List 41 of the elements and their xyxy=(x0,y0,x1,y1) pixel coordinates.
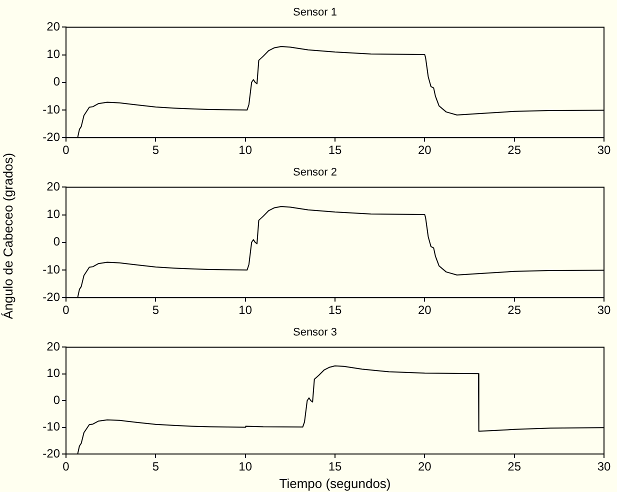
x-tick-label: 5 xyxy=(152,303,160,318)
x-tick-label: 10 xyxy=(238,303,252,318)
x-tick-label: 15 xyxy=(328,460,342,474)
x-tick-label: 15 xyxy=(328,143,342,158)
y-tick-label: 10 xyxy=(46,47,60,62)
x-tick-label: 15 xyxy=(328,303,342,318)
y-tick-label: 20 xyxy=(46,180,60,194)
x-tick-label: 25 xyxy=(508,303,522,318)
y-tick-label: -20 xyxy=(42,130,60,144)
y-tick-label: -10 xyxy=(42,102,60,116)
x-tick-label: 25 xyxy=(508,143,522,158)
x-tick-label: 30 xyxy=(597,460,611,474)
x-tick-label: 0 xyxy=(62,460,70,474)
chart-title: Sensor 3 xyxy=(292,326,338,339)
x-axis-title: Tiempo (segundos) xyxy=(279,476,391,491)
x-tick-label: 10 xyxy=(238,143,252,158)
y-tick-label: 10 xyxy=(46,207,60,222)
y-tick-label: -20 xyxy=(42,446,60,460)
x-tick-label: 20 xyxy=(418,303,432,318)
x-tick-label: 30 xyxy=(597,143,611,158)
y-tick-label: 0 xyxy=(53,74,60,89)
x-tick-label: 20 xyxy=(418,460,432,474)
y-tick-label: 0 xyxy=(53,234,60,249)
y-tick-label: -10 xyxy=(42,262,60,276)
y-tick-label: -20 xyxy=(42,290,60,304)
y-tick-label: -10 xyxy=(42,420,60,434)
chart-title: Sensor 2 xyxy=(292,166,338,179)
chart-title: Sensor 1 xyxy=(292,6,338,19)
x-tick-label: 20 xyxy=(418,143,432,158)
y-tick-label: 0 xyxy=(53,392,60,407)
y-tick-label: 20 xyxy=(46,340,60,354)
y-tick-label: 20 xyxy=(46,20,60,34)
y-axis-title: Ángulo de Cabeceo (grados) xyxy=(0,152,16,320)
x-tick-label: 0 xyxy=(62,143,70,158)
x-tick-label: 30 xyxy=(597,303,611,318)
x-tick-label: 5 xyxy=(152,143,160,158)
x-tick-label: 5 xyxy=(152,460,160,474)
y-tick-label: 10 xyxy=(46,366,60,380)
x-tick-label: 25 xyxy=(508,460,522,474)
x-tick-label: 0 xyxy=(62,303,70,318)
x-tick-label: 10 xyxy=(238,460,252,474)
